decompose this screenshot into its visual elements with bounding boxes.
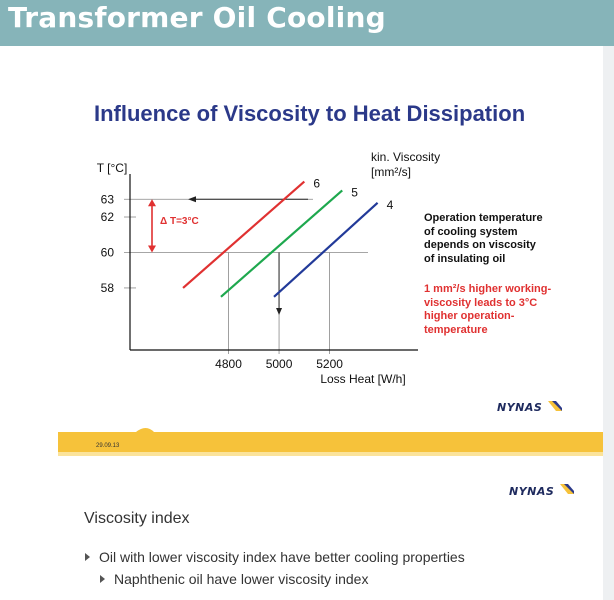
slide-date: 29.09.13	[96, 443, 120, 449]
slide-title: Influence of Viscosity to Heat Dissipati…	[94, 101, 526, 126]
chart-series	[148, 180, 379, 298]
y-tick-label: 58	[101, 281, 115, 295]
header-bar: Transformer Oil Cooling	[0, 0, 614, 46]
bullet-arrow-icon	[100, 575, 105, 583]
legend-title: [mm²/s]	[371, 165, 411, 179]
arrow-left-icon	[188, 196, 196, 203]
y-tick-label: 60	[101, 245, 115, 259]
bullet-text: Naphthenic oil have lower viscosity inde…	[114, 571, 369, 587]
arrow-down-icon	[276, 308, 283, 315]
delta-t-arrowhead-up-icon	[148, 199, 156, 207]
delta-t-label: Δ T=3°C	[160, 216, 199, 227]
delta-t-arrowhead-down-icon	[148, 245, 156, 253]
bullet-text: Oil with lower viscosity index have bett…	[99, 549, 465, 565]
series-line-6	[182, 180, 306, 289]
chart-axes	[129, 174, 418, 351]
bullet-arrow-icon	[85, 553, 90, 561]
x-axis-label: Loss Heat [W/h]	[320, 372, 405, 386]
annotation-line: 1 mm²/s higher working-	[424, 283, 552, 295]
chart-guidelines	[124, 196, 368, 354]
annotation-line: temperature	[424, 323, 488, 336]
annotation-line: Operation temperature	[424, 212, 543, 224]
x-tick-label: 5000	[266, 357, 293, 371]
section-title: Viscosity index	[84, 510, 190, 527]
nynas-logo-mark-icon	[548, 401, 562, 411]
annotation-line: higher operation-	[424, 310, 515, 322]
annotation-line: of insulating oil	[424, 252, 506, 265]
viscosity-chart: 58 60 62 63 4800 5000 5200 T [°C] Loss Heat [W/h…	[97, 150, 440, 386]
series-label-4: 4	[387, 198, 394, 212]
x-tick-label: 5200	[316, 357, 343, 371]
yellow-band	[58, 428, 603, 456]
nynas-logo-mark-icon	[560, 484, 574, 494]
annotation-line: viscosity leads to 3°C	[424, 296, 538, 309]
nynas-logo-text: NYNAS	[497, 401, 543, 414]
annotation-line: depends on viscosity	[424, 239, 536, 251]
series-label-5: 5	[351, 185, 358, 199]
series-line-4	[273, 202, 379, 298]
annotation-line: of cooling system	[424, 225, 518, 238]
annotation-operation-temperature: Operation temperature of cooling system …	[424, 212, 543, 266]
y-tick-label: 63	[101, 192, 115, 206]
chart-labels: 58 60 62 63 4800 5000 5200 T [°C] Loss Heat [W/h…	[97, 150, 440, 386]
legend-title: kin. Viscosity	[371, 150, 440, 164]
slide-background	[58, 46, 603, 600]
nynas-logo-text: NYNAS	[509, 485, 555, 498]
y-tick-label: 62	[101, 210, 115, 224]
series-line-5	[220, 189, 343, 298]
page-title: Transformer Oil Cooling	[8, 1, 386, 34]
series-label-6: 6	[313, 177, 320, 191]
x-tick-label: 4800	[215, 357, 242, 371]
y-axis-label: T [°C]	[97, 161, 128, 175]
annotation-viscosity-effect: 1 mm²/s higher working- viscosity leads …	[424, 283, 551, 337]
right-margin-strip	[603, 46, 614, 600]
bullet-item: Oil with lower viscosity index have bett…	[85, 549, 465, 565]
bullet-item: Naphthenic oil have lower viscosity inde…	[100, 571, 368, 587]
